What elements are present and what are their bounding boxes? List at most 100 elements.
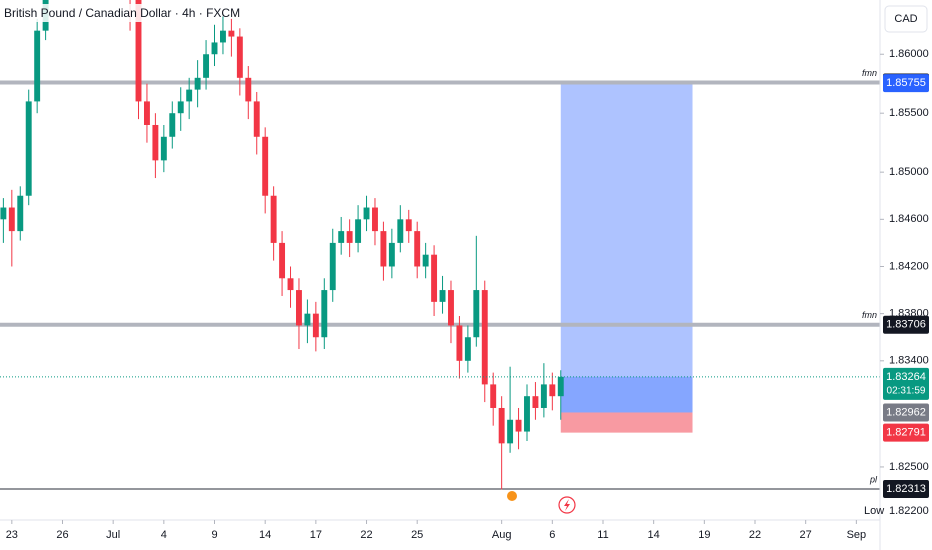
candle-body xyxy=(346,231,353,243)
price-tag xyxy=(883,403,929,422)
x-tick-label: 25 xyxy=(411,529,423,541)
price-tag xyxy=(883,74,929,93)
candle-body xyxy=(515,419,522,432)
y-tick-label: 1.82500 xyxy=(889,461,929,473)
candle-body xyxy=(363,207,370,220)
level-label: pl xyxy=(869,474,878,484)
price-tag-label: 1.82962 xyxy=(886,406,926,418)
candle-body xyxy=(405,219,412,232)
x-tick-label: 22 xyxy=(749,529,761,541)
candle-body xyxy=(557,376,564,397)
x-tick-label: 26 xyxy=(56,529,68,541)
candle-body xyxy=(186,89,193,102)
price-tag xyxy=(883,423,929,442)
x-tick-label: 6 xyxy=(549,529,555,541)
x-tick-label: 17 xyxy=(310,529,322,541)
candle-body xyxy=(439,290,446,302)
candle-body xyxy=(177,101,184,114)
lightning xyxy=(564,499,570,511)
price-tag-label: 1.82313 xyxy=(886,483,926,495)
price-tag-label: 1.83706 xyxy=(886,319,926,331)
y-tick-label: 1.86000 xyxy=(889,48,929,60)
candle-body xyxy=(253,101,260,137)
target-zone xyxy=(560,83,693,413)
open-profit xyxy=(560,376,693,413)
level-label: fmn xyxy=(862,310,877,320)
price-tag-label: 1.83264 xyxy=(886,371,926,383)
candle-body xyxy=(236,36,243,78)
candle-body xyxy=(169,113,176,137)
y-tick-label: 1.85000 xyxy=(889,166,929,178)
x-tick-label: 4 xyxy=(161,529,167,541)
low-label: Low xyxy=(864,505,884,517)
price-tag xyxy=(883,367,929,400)
x-tick-label: Jul xyxy=(106,529,120,541)
y-tick-label: 1.84600 xyxy=(889,213,929,225)
x-tick-label: 9 xyxy=(211,529,217,541)
candle-body xyxy=(296,290,302,326)
x-tick-label: 19 xyxy=(698,529,710,541)
currency-box[interactable] xyxy=(884,5,928,33)
x-tick-label: 14 xyxy=(259,529,271,541)
candle-body xyxy=(498,407,505,444)
candle-body xyxy=(524,396,530,432)
currency: CAD xyxy=(894,13,917,25)
candle-body xyxy=(160,136,167,161)
title-bg xyxy=(0,4,196,22)
candle-body xyxy=(321,290,328,338)
candle-body xyxy=(431,254,438,302)
candle-body xyxy=(532,396,539,408)
candle-body xyxy=(8,207,15,232)
countdown: 02:31:59 xyxy=(887,385,926,396)
price-tag-label: 1.85755 xyxy=(886,77,926,89)
candle-body xyxy=(372,207,378,232)
candle-body xyxy=(388,242,395,267)
x-tick-label: Sep xyxy=(847,529,867,541)
event-dot[interactable] xyxy=(507,491,517,501)
low-value: 1.82200 xyxy=(889,505,929,517)
y-tick-label: 1.84200 xyxy=(889,260,929,272)
candle-body xyxy=(220,30,226,43)
candle-body xyxy=(456,325,463,361)
candle-body xyxy=(304,313,311,326)
candle-body xyxy=(397,219,404,243)
candle-body xyxy=(414,231,421,267)
candle-body xyxy=(507,419,514,444)
candle-body xyxy=(152,124,159,161)
plot-area: fmn fmn pl xyxy=(0,0,880,490)
candle-body xyxy=(203,54,210,78)
level-label: fmn xyxy=(862,68,877,78)
candle-body xyxy=(312,313,319,338)
candle-body xyxy=(422,254,429,267)
candle-body xyxy=(329,242,336,291)
x-tick-label: Aug xyxy=(492,529,512,541)
candle-body xyxy=(143,101,150,125)
candle-body xyxy=(473,290,480,338)
stop-zone xyxy=(560,412,693,433)
y-tick-label: 1.83400 xyxy=(889,355,929,367)
candle-body xyxy=(262,136,269,196)
candle-body xyxy=(270,195,277,243)
candle-body xyxy=(355,219,362,243)
price-axis: 1.860001.855001.850001.846001.842001.838… xyxy=(880,48,929,498)
candle-body xyxy=(34,30,41,102)
candle-body xyxy=(228,30,235,37)
candle-body xyxy=(540,384,547,408)
candle-body xyxy=(25,101,32,196)
candle-body xyxy=(490,384,497,408)
price-tag xyxy=(883,315,929,334)
chart-title: British Pound / Canadian Dollar · 4h · F… xyxy=(4,6,240,20)
y-tick-label: 1.85500 xyxy=(889,107,929,119)
candle-body xyxy=(245,77,252,102)
candle-body xyxy=(0,207,7,220)
x-tick-label: 22 xyxy=(360,529,372,541)
candle-body xyxy=(287,278,294,291)
candle-body xyxy=(448,290,454,326)
candle-body xyxy=(464,337,471,361)
x-tick-label: 27 xyxy=(800,529,812,541)
x-tick-label: 23 xyxy=(6,529,18,541)
candle-body xyxy=(481,290,488,385)
candle-body xyxy=(338,231,345,243)
